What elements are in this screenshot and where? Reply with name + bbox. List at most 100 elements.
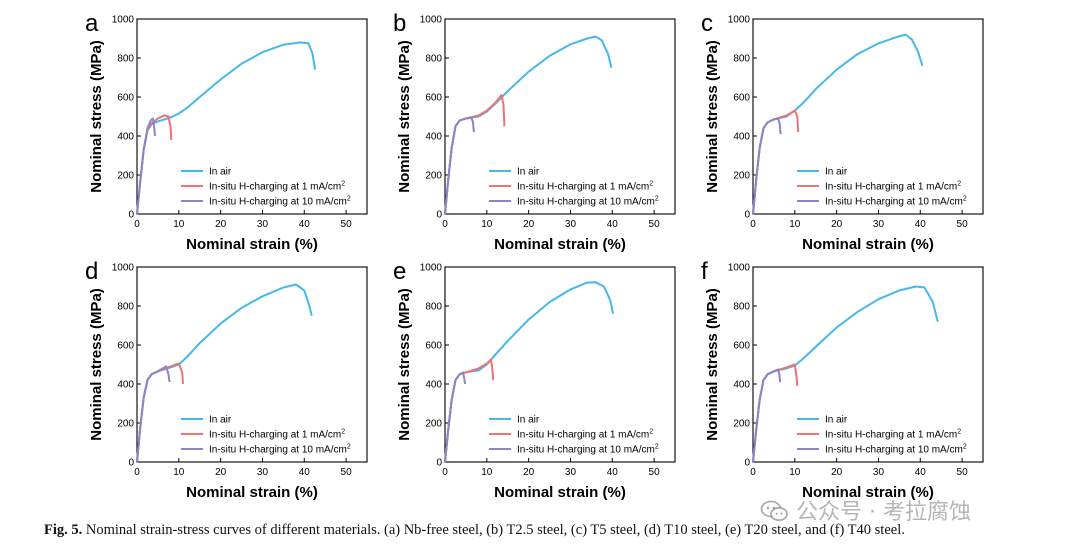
y-tick-label: 600 xyxy=(425,341,442,352)
plot-frame xyxy=(136,266,368,463)
y-tick-label: 200 xyxy=(425,419,442,430)
x-tick-label: 30 xyxy=(257,219,269,230)
y-tick-label: 600 xyxy=(425,93,442,104)
x-tick-label: 20 xyxy=(831,467,843,478)
watermark-text: 公众号 · 考拉腐蚀 xyxy=(796,500,971,525)
panel-label: f xyxy=(701,258,708,285)
x-axis-label: Nominal strain (%) xyxy=(186,236,318,253)
x-tick-label: 10 xyxy=(173,467,185,478)
figure-caption: Fig. 5. Nominal strain-stress curves of … xyxy=(44,522,1054,539)
y-tick-label: 1000 xyxy=(420,263,443,274)
y-tick-label: 800 xyxy=(117,54,134,65)
panel-label: a xyxy=(85,10,99,37)
panel-c: c 0 10 20 30 40 50 0 200 400 600 800 1000 Nominal str… xyxy=(701,10,984,253)
y-tick-label: 600 xyxy=(117,341,134,352)
legend-entry: In-situ H-charging at 10 mA/cm2 xyxy=(517,196,659,208)
x-tick-label: 50 xyxy=(649,219,661,230)
x-tick-label: 0 xyxy=(134,467,140,478)
y-tick-label: 600 xyxy=(733,341,750,352)
x-tick-label: 30 xyxy=(565,467,577,478)
y-tick-label: 400 xyxy=(117,380,134,391)
x-tick-label: 30 xyxy=(873,467,885,478)
y-tick-label: 200 xyxy=(733,171,750,182)
y-tick-label: 200 xyxy=(425,171,442,182)
watermark: 公众号 · 考拉腐蚀 xyxy=(760,494,971,526)
x-tick-label: 0 xyxy=(442,467,448,478)
x-tick-label: 10 xyxy=(481,467,493,478)
y-tick-label: 400 xyxy=(733,380,750,391)
legend-entry: In-situ H-charging at 1 mA/cm2 xyxy=(209,181,345,193)
y-tick-label: 800 xyxy=(117,302,134,313)
x-axis-label: Nominal strain (%) xyxy=(494,236,626,253)
x-axis-label: Nominal strain (%) xyxy=(802,236,934,253)
y-tick-label: 1000 xyxy=(112,263,135,274)
legend-entry: In-situ H-charging at 1 mA/cm2 xyxy=(517,181,653,193)
y-tick-label: 800 xyxy=(733,54,750,65)
wechat-icon xyxy=(760,500,788,522)
y-tick-label: 800 xyxy=(425,302,442,313)
plot-frame xyxy=(136,18,368,215)
y-tick-label: 0 xyxy=(744,458,750,469)
y-tick-label: 800 xyxy=(733,302,750,313)
x-axis-label: Nominal strain (%) xyxy=(494,484,626,501)
y-tick-label: 400 xyxy=(733,132,750,143)
y-tick-label: 800 xyxy=(425,54,442,65)
legend-entry: In air xyxy=(209,415,232,426)
legend-entry: In air xyxy=(517,167,540,178)
plot-frame xyxy=(752,266,984,463)
legend-entry: In air xyxy=(825,167,848,178)
y-tick-label: 1000 xyxy=(728,263,751,274)
plot-frame xyxy=(444,18,676,215)
x-axis-label: Nominal strain (%) xyxy=(186,484,318,501)
y-tick-label: 200 xyxy=(733,419,750,430)
legend-entry: In-situ H-charging at 1 mA/cm2 xyxy=(209,429,345,441)
y-tick-label: 600 xyxy=(733,93,750,104)
y-tick-label: 400 xyxy=(117,132,134,143)
legend-entry: In-situ H-charging at 1 mA/cm2 xyxy=(517,429,653,441)
panel-label: d xyxy=(85,258,98,285)
x-tick-label: 40 xyxy=(299,467,311,478)
y-axis-label: Nominal stress (MPa) xyxy=(704,40,721,193)
y-axis-label: Nominal stress (MPa) xyxy=(88,288,105,441)
series-line-h-charging-1 xyxy=(752,363,799,463)
caption-label: Fig. 5. xyxy=(44,522,83,538)
x-tick-label: 40 xyxy=(607,467,619,478)
panel-f: f 0 10 20 30 40 50 0 200 400 600 800 1000 Nominal str… xyxy=(701,258,984,501)
x-tick-label: 30 xyxy=(873,219,885,230)
legend-entry: In air xyxy=(209,167,232,178)
x-tick-label: 0 xyxy=(750,219,756,230)
x-tick-label: 10 xyxy=(481,219,493,230)
legend-entry: In-situ H-charging at 10 mA/cm2 xyxy=(825,444,967,456)
y-axis-label: Nominal stress (MPa) xyxy=(396,40,413,193)
series-line-h-charging-10 xyxy=(444,116,475,215)
x-tick-label: 10 xyxy=(789,467,801,478)
x-axis-label: Nominal strain (%) xyxy=(802,484,934,501)
x-tick-label: 50 xyxy=(957,467,969,478)
panel-label: e xyxy=(393,258,406,285)
y-tick-label: 400 xyxy=(425,380,442,391)
x-tick-label: 0 xyxy=(134,219,140,230)
legend-entry: In-situ H-charging at 10 mA/cm2 xyxy=(825,196,967,208)
x-tick-label: 40 xyxy=(915,467,927,478)
plot-frame xyxy=(752,18,984,215)
panel-label: b xyxy=(393,10,406,37)
y-tick-label: 0 xyxy=(744,210,750,221)
series-line-h-charging-10 xyxy=(136,117,156,215)
x-tick-label: 50 xyxy=(341,467,353,478)
y-tick-label: 1000 xyxy=(420,15,443,26)
panel-d: d 0 10 20 30 40 50 0 200 400 600 800 1000 Nominal str… xyxy=(85,258,368,501)
x-tick-label: 20 xyxy=(215,467,227,478)
legend-entry: In-situ H-charging at 1 mA/cm2 xyxy=(825,429,961,441)
x-tick-label: 0 xyxy=(750,467,756,478)
panel-a: a 0 10 20 30 40 50 0 200 400 600 800 1000 Nominal str… xyxy=(85,10,368,253)
y-axis-label: Nominal stress (MPa) xyxy=(396,288,413,441)
x-tick-label: 40 xyxy=(299,219,311,230)
x-tick-label: 20 xyxy=(215,219,227,230)
x-tick-label: 40 xyxy=(607,219,619,230)
x-tick-label: 0 xyxy=(442,219,448,230)
x-tick-label: 50 xyxy=(957,219,969,230)
x-tick-label: 30 xyxy=(257,467,269,478)
legend-entry: In-situ H-charging at 10 mA/cm2 xyxy=(209,196,351,208)
legend-entry: In air xyxy=(825,415,848,426)
